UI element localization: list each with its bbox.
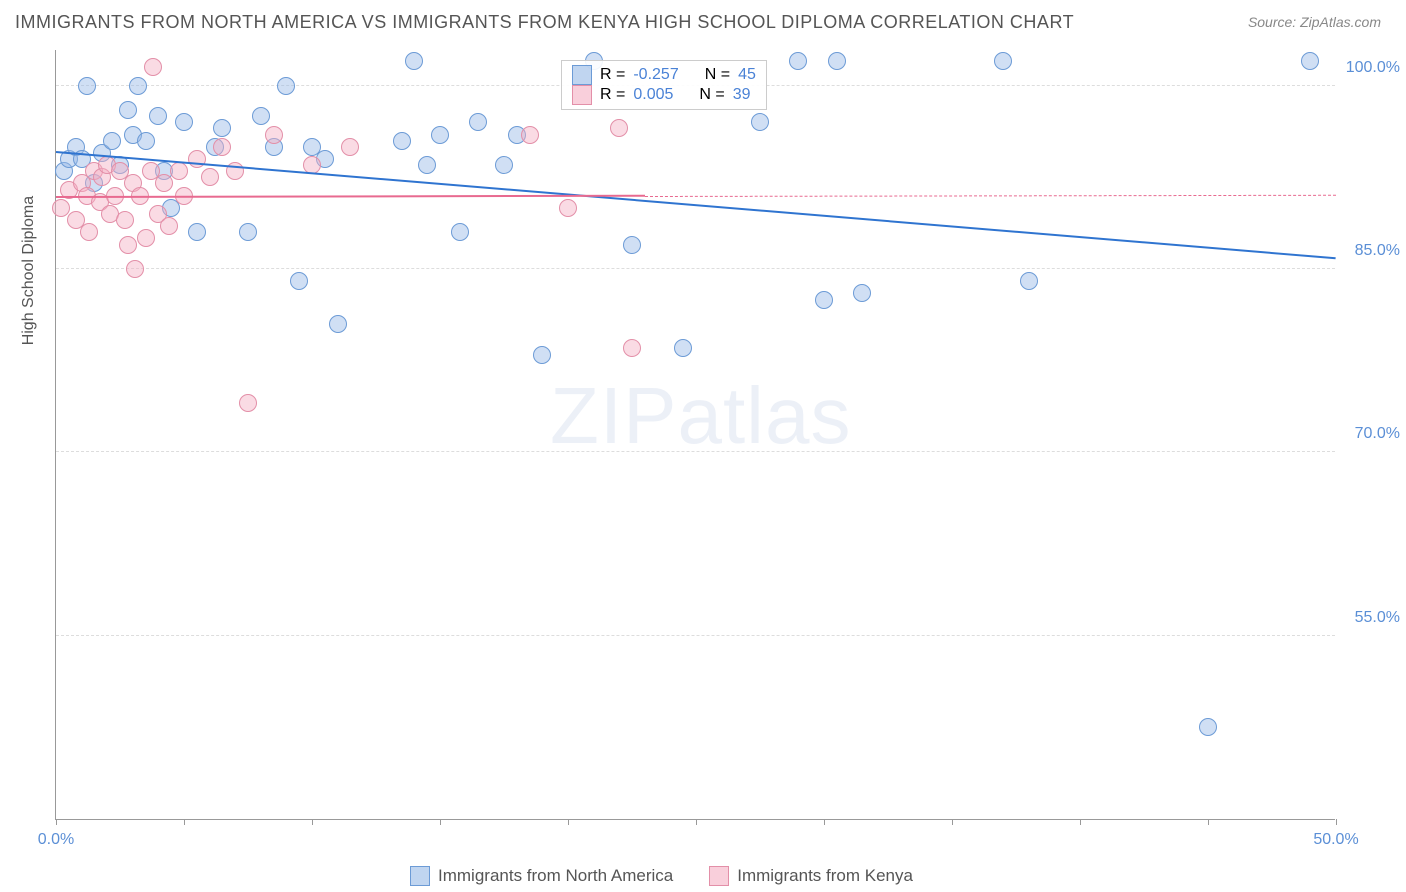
scatter-point — [129, 77, 147, 95]
trend-line — [645, 195, 1336, 197]
scatter-point — [533, 346, 551, 364]
scatter-point — [126, 260, 144, 278]
scatter-point — [290, 272, 308, 290]
legend-label: Immigrants from North America — [438, 866, 673, 886]
legend-label: Immigrants from Kenya — [737, 866, 913, 886]
scatter-point — [144, 58, 162, 76]
scatter-point — [119, 236, 137, 254]
scatter-point — [329, 315, 347, 333]
n-label: N = — [705, 66, 730, 84]
scatter-point — [175, 113, 193, 131]
y-tick-label: 55.0% — [1355, 609, 1400, 627]
legend: Immigrants from North America Immigrants … — [410, 866, 913, 886]
scatter-point — [137, 229, 155, 247]
x-tick — [824, 819, 825, 825]
n-value: 39 — [733, 86, 751, 104]
chart-source: Source: ZipAtlas.com — [1248, 14, 1381, 30]
scatter-point — [103, 132, 121, 150]
chart-title: IMMIGRANTS FROM NORTH AMERICA VS IMMIGRA… — [15, 12, 1074, 33]
r-value: -0.257 — [633, 66, 678, 84]
scatter-point — [188, 223, 206, 241]
x-tick-label: 50.0% — [1313, 831, 1358, 849]
scatter-point — [1301, 52, 1319, 70]
scatter-point — [116, 211, 134, 229]
scatter-point — [155, 174, 173, 192]
scatter-point — [1020, 272, 1038, 290]
scatter-point — [149, 107, 167, 125]
scatter-point — [341, 138, 359, 156]
x-tick — [56, 819, 57, 825]
scatter-point — [170, 162, 188, 180]
scatter-point — [265, 126, 283, 144]
scatter-point — [610, 119, 628, 137]
r-label: R = — [600, 66, 625, 84]
series-swatch — [572, 65, 592, 85]
scatter-point — [751, 113, 769, 131]
scatter-point — [405, 52, 423, 70]
scatter-point — [451, 223, 469, 241]
gridline — [56, 635, 1335, 636]
scatter-point — [623, 339, 641, 357]
n-value: 45 — [738, 66, 756, 84]
scatter-point — [994, 52, 1012, 70]
y-axis-label: High School Diploma — [20, 196, 38, 345]
trend-line — [56, 195, 645, 198]
scatter-point — [495, 156, 513, 174]
y-tick-label: 100.0% — [1346, 59, 1400, 77]
scatter-point — [1199, 718, 1217, 736]
x-tick — [184, 819, 185, 825]
legend-item: Immigrants from North America — [410, 866, 673, 886]
scatter-point — [431, 126, 449, 144]
plot-area: 55.0%70.0%85.0%100.0%0.0%50.0%R =-0.257N… — [55, 50, 1335, 820]
x-tick — [440, 819, 441, 825]
scatter-point — [789, 52, 807, 70]
x-tick — [568, 819, 569, 825]
scatter-point — [52, 199, 70, 217]
x-tick — [312, 819, 313, 825]
r-value: 0.005 — [633, 86, 673, 104]
scatter-point — [674, 339, 692, 357]
scatter-point — [469, 113, 487, 131]
x-tick — [1080, 819, 1081, 825]
r-label: R = — [600, 86, 625, 104]
scatter-point — [623, 236, 641, 254]
scatter-point — [521, 126, 539, 144]
gridline — [56, 268, 1335, 269]
n-label: N = — [699, 86, 724, 104]
x-tick — [696, 819, 697, 825]
scatter-point — [78, 77, 96, 95]
scatter-point — [277, 77, 295, 95]
scatter-point — [393, 132, 411, 150]
trend-line — [56, 151, 1336, 259]
x-tick — [1336, 819, 1337, 825]
gridline — [56, 451, 1335, 452]
scatter-point — [119, 101, 137, 119]
scatter-point — [239, 394, 257, 412]
x-tick — [1208, 819, 1209, 825]
scatter-point — [213, 138, 231, 156]
y-tick-label: 70.0% — [1355, 425, 1400, 443]
scatter-point — [559, 199, 577, 217]
legend-swatch — [410, 866, 430, 886]
scatter-point — [201, 168, 219, 186]
x-tick — [952, 819, 953, 825]
scatter-point — [252, 107, 270, 125]
x-tick-label: 0.0% — [38, 831, 74, 849]
scatter-point — [239, 223, 257, 241]
stats-row: R = 0.005 N = 39 — [572, 85, 756, 105]
stats-box: R =-0.257N =45R =0.005N =39 — [561, 60, 767, 110]
series-swatch — [572, 85, 592, 105]
scatter-point — [815, 291, 833, 309]
y-tick-label: 85.0% — [1355, 242, 1400, 260]
legend-swatch — [709, 866, 729, 886]
scatter-point — [853, 284, 871, 302]
scatter-point — [418, 156, 436, 174]
scatter-point — [80, 223, 98, 241]
legend-item: Immigrants from Kenya — [709, 866, 913, 886]
scatter-point — [137, 132, 155, 150]
scatter-point — [213, 119, 231, 137]
scatter-point — [160, 217, 178, 235]
stats-row: R = -0.257 N = 45 — [572, 65, 756, 85]
scatter-point — [828, 52, 846, 70]
